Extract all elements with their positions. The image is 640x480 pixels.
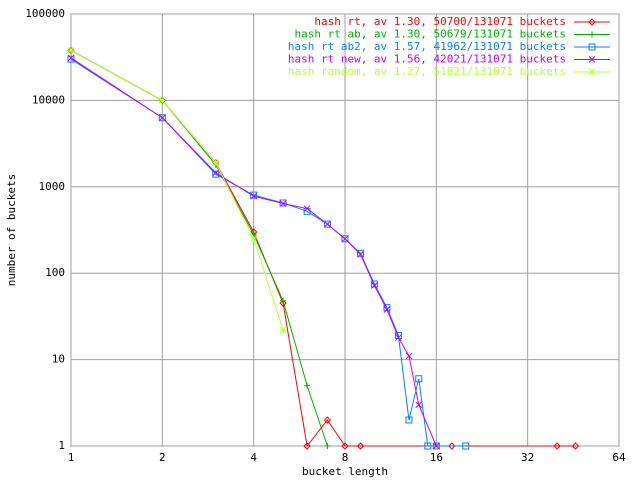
point (394, 332, 402, 340)
legend-marker (588, 18, 596, 26)
point (304, 382, 311, 389)
y-axis-label: number of buckets (5, 174, 18, 287)
point (303, 442, 311, 450)
point (67, 46, 75, 54)
point (371, 282, 378, 289)
x-axis-label: bucket length (302, 465, 388, 478)
point (67, 54, 75, 62)
point (324, 220, 331, 228)
point (462, 442, 470, 450)
point (432, 442, 440, 450)
series-line (70, 49, 284, 331)
point (424, 442, 432, 450)
x-tick-label: 2 (159, 451, 166, 464)
point (279, 200, 287, 207)
point (357, 251, 364, 258)
x-tick-label: 1 (68, 451, 75, 464)
y-tick-label: 1 (58, 439, 65, 452)
point (250, 192, 258, 200)
point (324, 443, 331, 449)
point (250, 235, 258, 243)
point (356, 442, 365, 450)
point (158, 97, 166, 104)
point (415, 401, 423, 409)
y-tick-label: 1000 (39, 180, 66, 193)
legend-marker (588, 56, 596, 63)
legend-label: hash random, av 1.27, 51821/131071 bucke… (288, 65, 566, 78)
x-tick-label: 64 (612, 451, 626, 464)
point (158, 114, 166, 122)
x-tick-label: 32 (521, 451, 534, 464)
point (279, 326, 287, 334)
point (280, 297, 287, 304)
point (341, 235, 349, 243)
legend-marker (588, 43, 596, 51)
y-tick-label: 10 (52, 353, 65, 366)
point (67, 46, 75, 55)
series-line (70, 49, 576, 448)
point (448, 442, 456, 450)
legend-label: hash rt ab2, av 1.57, 41962/131071 bucke… (288, 40, 566, 53)
point (395, 334, 402, 341)
x-tick-label: 16 (430, 451, 443, 464)
point (341, 442, 349, 450)
point (279, 299, 287, 307)
point (383, 306, 391, 313)
legend-label: hash rt new, av 1.56, 42021/131071 bucke… (288, 53, 566, 66)
point (553, 442, 561, 450)
point (250, 191, 258, 199)
point (212, 169, 220, 177)
x-tick-label: 8 (342, 451, 349, 464)
point (67, 55, 75, 63)
point (323, 416, 332, 424)
point (303, 205, 311, 212)
series-line (70, 49, 328, 447)
legend-label: hash rt, av 1.30, 50700/131071 buckets (314, 15, 566, 28)
legend-marker (589, 31, 595, 38)
y-tick-label: 10000 (32, 93, 65, 106)
point (383, 304, 391, 312)
point (405, 352, 413, 360)
y-tick-label: 100 (45, 266, 65, 279)
point (212, 159, 220, 167)
point (405, 416, 413, 424)
legend-label: hash rt ab, av 1.30, 50679/131071 bucket… (294, 28, 566, 41)
x-tick-label: 4 (250, 451, 257, 464)
series-line (70, 58, 466, 447)
y-tick-label: 100000 (25, 7, 65, 20)
point (571, 442, 580, 450)
point (415, 375, 423, 383)
point (303, 207, 311, 215)
point (370, 280, 378, 288)
point (357, 249, 365, 257)
legend-marker (588, 68, 596, 76)
